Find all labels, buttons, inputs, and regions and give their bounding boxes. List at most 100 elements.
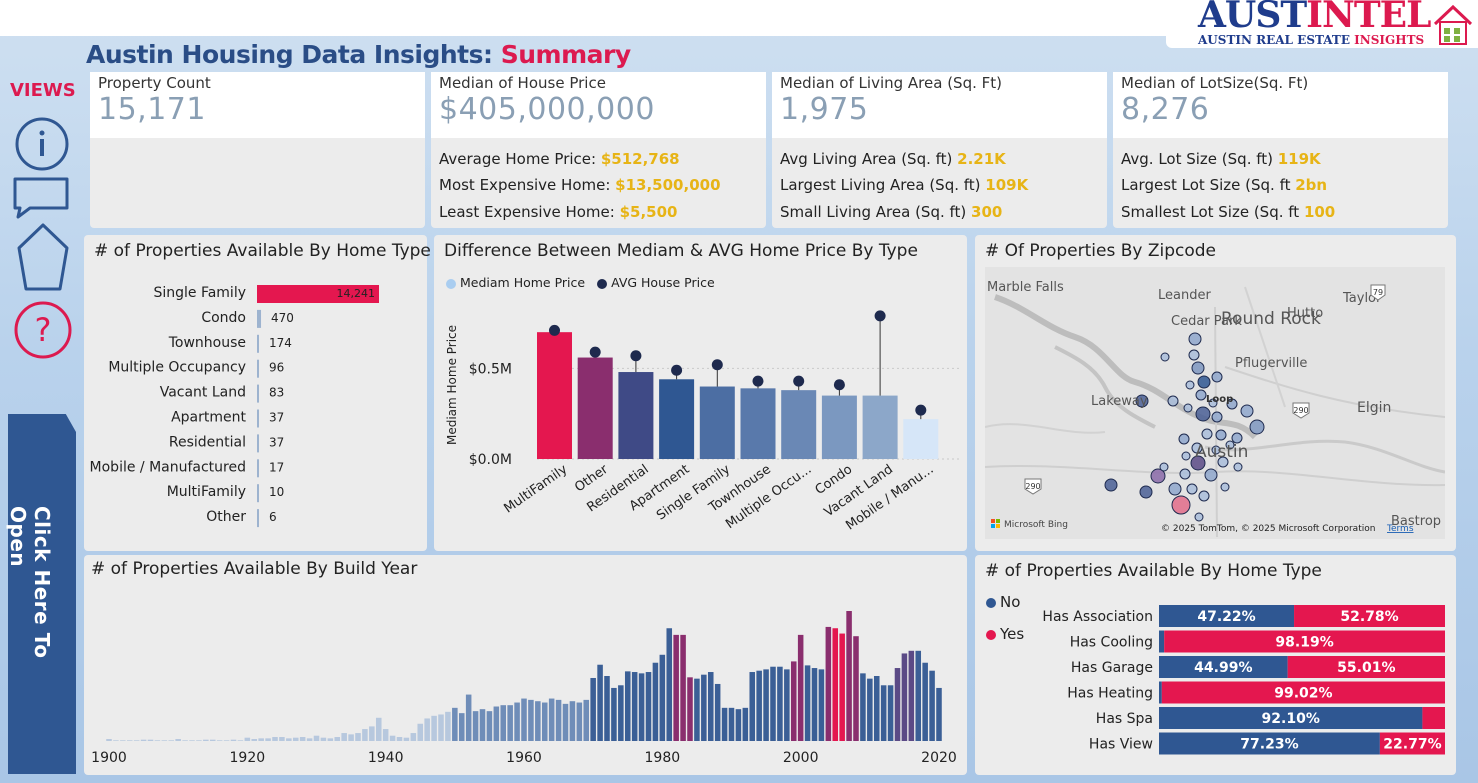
year-bar[interactable] <box>846 611 852 741</box>
year-bar[interactable] <box>203 739 209 741</box>
year-bar[interactable] <box>839 633 845 741</box>
year-bar[interactable] <box>514 702 520 741</box>
zipcode-bubble[interactable] <box>1178 433 1190 445</box>
year-bar[interactable] <box>341 733 347 741</box>
bar-no[interactable] <box>1159 707 1423 729</box>
year-bar[interactable] <box>576 702 583 741</box>
zipcode-bubble[interactable] <box>1139 485 1153 499</box>
year-bar[interactable] <box>624 671 631 741</box>
zipcode-bubble[interactable] <box>1191 361 1205 375</box>
year-bar[interactable] <box>853 636 859 741</box>
year-bar[interactable] <box>507 705 513 741</box>
year-bar[interactable] <box>936 687 942 741</box>
zipcode-bubble[interactable] <box>1240 404 1254 418</box>
year-bar[interactable] <box>168 740 175 741</box>
median-bar[interactable] <box>618 372 654 459</box>
zipcode-bubble[interactable] <box>1197 375 1211 389</box>
year-bar[interactable] <box>327 738 334 741</box>
zipcode-bubble[interactable] <box>1195 406 1211 422</box>
year-bar[interactable] <box>272 737 278 741</box>
avg-point[interactable] <box>833 379 845 391</box>
info-icon[interactable] <box>14 116 70 172</box>
zipcode-bubble[interactable] <box>1194 512 1204 522</box>
year-bar[interactable] <box>133 740 140 741</box>
year-bar[interactable] <box>458 713 465 741</box>
bar[interactable] <box>257 409 259 428</box>
year-bar[interactable] <box>410 733 417 741</box>
bar[interactable] <box>257 484 259 503</box>
year-bar[interactable] <box>465 694 472 741</box>
year-bar[interactable] <box>908 650 915 741</box>
year-bar[interactable] <box>244 737 251 741</box>
year-bar[interactable] <box>396 737 403 741</box>
zipcode-bubble[interactable] <box>1249 419 1265 435</box>
zipcode-bubble[interactable] <box>1211 411 1223 423</box>
zipcode-bubble[interactable] <box>1220 482 1230 492</box>
avg-point[interactable] <box>874 310 886 322</box>
year-bar[interactable] <box>479 709 486 741</box>
bar-yes[interactable] <box>1422 707 1445 729</box>
year-bar[interactable] <box>680 634 686 741</box>
zipcode-bubble[interactable] <box>1201 428 1213 440</box>
year-bar[interactable] <box>631 672 638 741</box>
zipcode-bubble[interactable] <box>1190 455 1206 471</box>
year-bar[interactable] <box>929 670 935 741</box>
year-bar[interactable] <box>901 653 908 741</box>
year-bar[interactable] <box>583 699 590 741</box>
median-bar[interactable] <box>740 388 776 459</box>
year-bar[interactable] <box>175 739 181 741</box>
year-bar[interactable] <box>369 726 375 741</box>
bar[interactable] <box>257 384 259 403</box>
year-bar[interactable] <box>638 673 645 741</box>
zipcode-bubble[interactable] <box>1179 468 1191 480</box>
year-bar[interactable] <box>569 701 576 741</box>
zipcode-bubble[interactable] <box>1191 442 1203 454</box>
zipcode-bubble[interactable] <box>1168 482 1182 496</box>
pentagon-icon[interactable] <box>16 222 70 292</box>
zipcode-bubble[interactable] <box>1208 398 1218 408</box>
zipcode-bubble[interactable] <box>1171 495 1191 515</box>
year-bar[interactable] <box>867 678 873 741</box>
year-bar[interactable] <box>721 707 728 741</box>
year-bar[interactable] <box>894 668 901 741</box>
avg-point[interactable] <box>671 364 683 376</box>
year-bar[interactable] <box>860 673 866 741</box>
year-bar[interactable] <box>707 672 714 741</box>
median-bar[interactable] <box>577 357 613 459</box>
year-bar[interactable] <box>555 699 562 741</box>
year-bar[interactable] <box>562 703 569 741</box>
year-bar[interactable] <box>714 683 721 741</box>
median-bar[interactable] <box>659 379 695 459</box>
zipcode-bubble[interactable] <box>1150 468 1166 484</box>
zipcode-bubble[interactable] <box>1183 403 1193 413</box>
year-bar[interactable] <box>597 664 603 741</box>
year-bar[interactable] <box>521 698 527 741</box>
year-bar[interactable] <box>362 729 368 741</box>
zipcode-bubble[interactable] <box>1159 462 1169 472</box>
open-panel-button[interactable] <box>8 414 76 774</box>
avg-point[interactable] <box>711 359 723 371</box>
year-bar[interactable] <box>113 740 119 741</box>
year-bar[interactable] <box>673 634 679 741</box>
year-bar[interactable] <box>334 737 341 741</box>
bar[interactable] <box>257 309 262 328</box>
zipcode-bubble[interactable] <box>1226 398 1238 410</box>
bar-no[interactable] <box>1159 656 1288 678</box>
year-bar[interactable] <box>258 738 264 741</box>
avg-point[interactable] <box>752 375 764 387</box>
year-bar[interactable] <box>382 729 389 741</box>
year-bar[interactable] <box>182 740 188 741</box>
year-bar[interactable] <box>701 674 707 741</box>
avg-point[interactable] <box>630 350 642 362</box>
avg-point[interactable] <box>589 346 601 358</box>
year-bar[interactable] <box>535 701 541 741</box>
year-bar[interactable] <box>265 738 271 741</box>
avg-point[interactable] <box>915 404 927 416</box>
year-bar[interactable] <box>313 735 320 741</box>
bar[interactable] <box>257 509 259 528</box>
median-bar[interactable] <box>537 332 572 459</box>
bar-yes[interactable] <box>1161 681 1445 704</box>
avg-point[interactable] <box>793 375 805 387</box>
zipcode-bubble[interactable] <box>1233 462 1243 472</box>
year-bar[interactable] <box>804 665 811 741</box>
